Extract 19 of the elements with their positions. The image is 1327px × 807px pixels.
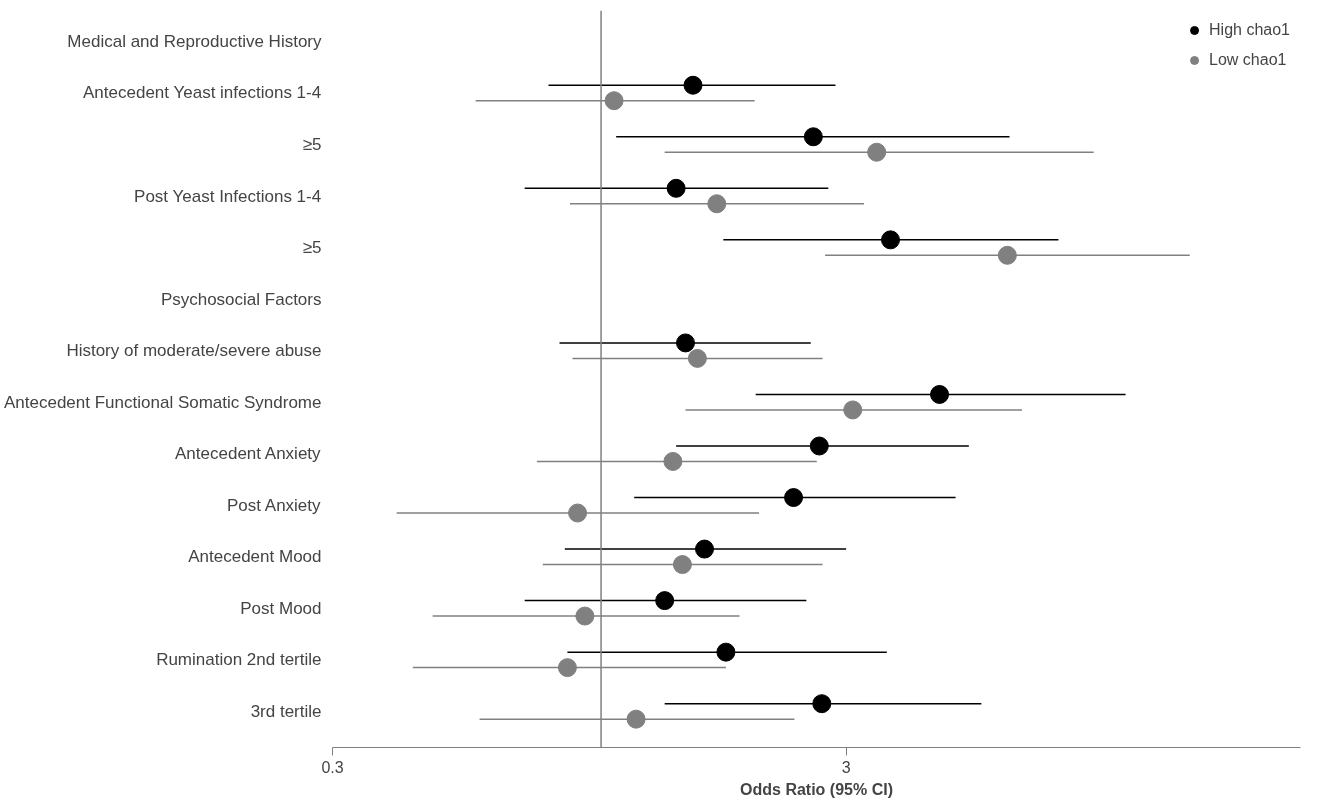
x-axis-title: Odds Ratio (95% CI) [740,780,893,798]
y-tick-label: ≥5 [302,238,322,258]
legend-label: Low chao1 [1209,51,1287,69]
y-tick-label: Antecedent Anxiety [175,444,322,464]
x-tick-label: 3 [841,758,851,776]
y-tick-label: Post Yeast Infections 1-4 [134,186,322,206]
y-tick-label: Post Mood [240,598,322,618]
y-tick-label: Antecedent Yeast infections 1-4 [83,83,322,103]
y-tick-label: Rumination 2nd tertile [156,650,322,670]
y-tick-label: 3rd tertile [250,701,322,721]
x-tick-label: 0.3 [321,758,344,776]
y-tick-label: Post Anxiety [227,495,322,515]
y-tick-label: Antecedent Functional Somatic Syndrome [4,392,322,412]
y-tick-label: Antecedent Mood [188,547,322,567]
y-tick-label: History of moderate/severe abuse [66,341,322,361]
legend-label: High chao1 [1209,21,1290,39]
y-tick-label: Medical and Reproductive History [67,31,322,51]
y-tick-label: ≥5 [302,135,322,154]
y-tick-label: Psychosocial Factors [160,289,322,309]
